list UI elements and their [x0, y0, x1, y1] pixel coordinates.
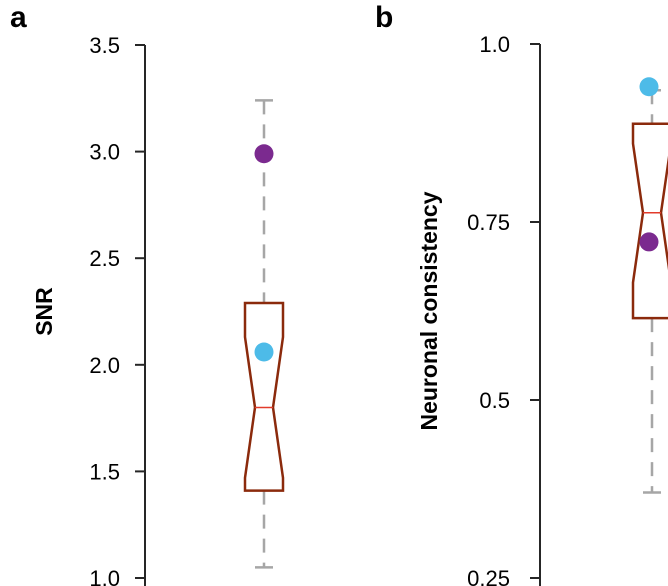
data-point — [639, 77, 659, 97]
panel-label: a — [10, 1, 27, 34]
y-tick-label: 0.5 — [479, 388, 510, 413]
y-tick-label: 1.0 — [479, 32, 510, 57]
notched-box — [243, 301, 285, 492]
data-point — [639, 232, 659, 252]
y-tick-label: 1.0 — [89, 566, 120, 586]
panel-label: b — [375, 1, 393, 34]
y-tick-label: 1.5 — [89, 459, 120, 484]
y-axis-label: Neuronal consistency — [416, 191, 442, 430]
y-tick-label: 3.0 — [89, 140, 120, 165]
y-axis-label: SNR — [31, 287, 57, 336]
notched-box — [631, 122, 668, 320]
y-tick-label: 2.5 — [89, 246, 120, 271]
panel-b: b Neuronal consistency 0.25 0.5 0.75 1.0 — [375, 1, 668, 586]
data-point — [254, 144, 274, 164]
panel-a: a SNR 1.0 1.5 2.0 2.5 3.0 3.5 — [10, 1, 285, 586]
y-tick-label: 3.5 — [89, 33, 120, 58]
y-tick-label: 0.75 — [467, 210, 510, 235]
y-tick-label: 0.25 — [467, 566, 510, 586]
y-tick-label: 2.0 — [89, 353, 120, 378]
data-point — [254, 342, 274, 362]
